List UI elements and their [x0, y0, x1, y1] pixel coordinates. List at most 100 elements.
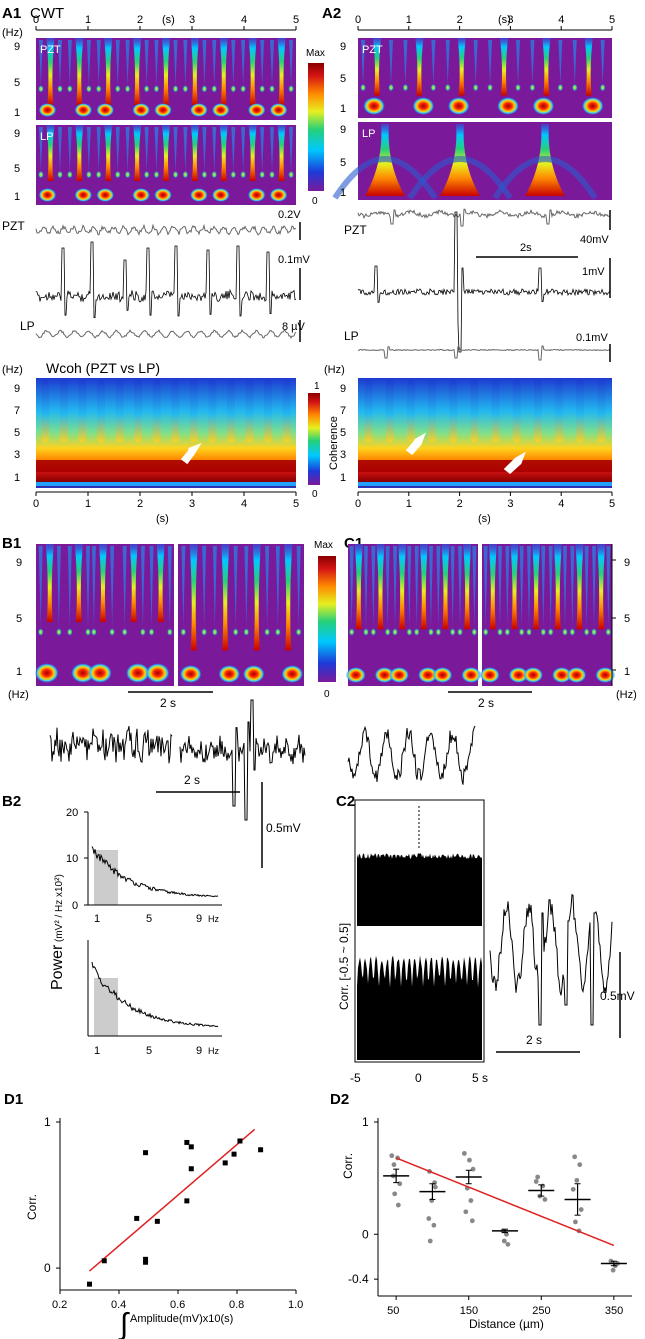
spectral-blob	[56, 84, 63, 93]
spectral-blob	[269, 170, 276, 179]
spectral-blob	[515, 83, 522, 92]
d1-fit-line	[89, 1128, 256, 1272]
a2-pzt-scale: 40mV	[580, 234, 609, 246]
spectral-flame	[75, 38, 84, 106]
spectral-ridge	[202, 546, 207, 630]
spectral-blob	[518, 628, 525, 637]
coherence-stripe	[555, 380, 564, 442]
d1-point	[154, 1218, 160, 1224]
panel-label-b2: B2	[2, 793, 21, 810]
spectral-ridge	[183, 127, 188, 173]
spectral-ridge	[385, 546, 390, 630]
b1-freq-axis: 9 5 1 (Hz)	[8, 557, 29, 701]
d2-point	[577, 1162, 583, 1168]
d2-point	[468, 1198, 474, 1203]
d2-point	[572, 1154, 578, 1160]
b1-freq-9: 9	[16, 557, 22, 569]
a2-bottom-time-label: 2	[457, 498, 463, 510]
a2-bottom-time-label: 1	[406, 498, 412, 510]
spectral-blob	[374, 667, 395, 683]
panel-label-d1: D1	[4, 1091, 23, 1108]
spectral-blob	[605, 628, 612, 637]
spectral-ridge	[527, 546, 532, 630]
spectral-blob	[595, 667, 616, 683]
spectral-ridge	[125, 40, 130, 88]
spectral-ridge	[592, 546, 597, 630]
spectral-blob	[259, 170, 266, 179]
spectral-blob	[95, 84, 102, 93]
b2-spectrum-top: 20 10 0 1 5 9 Hz	[66, 807, 222, 925]
wcoh-hz-label: (Hz)	[2, 364, 23, 376]
spectral-blob	[96, 188, 115, 202]
a1-top-time-label: 3	[189, 14, 195, 26]
spectral-flame	[129, 544, 138, 623]
a2-spike-trace	[357, 211, 611, 353]
spectral-flame	[542, 38, 551, 96]
spectral-ridge	[149, 546, 154, 630]
spectral-ridge	[270, 40, 275, 88]
spectral-ridge	[488, 40, 493, 86]
coherence-stripe	[491, 380, 500, 442]
coherence-band	[358, 460, 612, 472]
spectral-ridge	[389, 40, 394, 86]
spectral-blob	[413, 628, 420, 637]
spectral-blob	[427, 628, 434, 637]
spectral-ridge	[483, 546, 488, 630]
spectral-flame	[463, 544, 472, 630]
d2-point	[397, 1181, 403, 1187]
d2-fit-line	[395, 1157, 615, 1247]
d2-point	[542, 1197, 548, 1202]
spectral-blob	[523, 667, 544, 683]
d2-point	[610, 1267, 616, 1273]
a2-wcoh-freq-1: 1	[340, 472, 346, 484]
spectral-flame	[532, 544, 541, 630]
a1-wcoh-time-axis: 0 1 2 3 4 5 (s)	[33, 491, 299, 525]
a2-wcoh-hz-label: (Hz)	[324, 364, 345, 376]
a1-pzt-scale: 0.2V	[278, 209, 301, 221]
coherence-stripe	[533, 380, 542, 442]
spectral-blob	[388, 83, 395, 92]
spectral-ridge	[67, 40, 72, 88]
spectral-ridge	[505, 546, 510, 630]
a2-freq-1b: 1	[340, 187, 346, 199]
coherence-stripe	[428, 380, 437, 442]
coherence-low-band	[358, 482, 612, 486]
a1-bottom-time-label: 4	[241, 498, 247, 510]
a1-lp-scale: 8 µV	[282, 321, 306, 333]
spectral-ridge	[38, 40, 43, 88]
spectral-blob	[569, 628, 576, 637]
spectral-blob	[288, 170, 295, 179]
spectral-ridge	[600, 40, 605, 86]
spectral-blob	[583, 628, 590, 637]
spectral-blob	[201, 170, 208, 179]
spectral-blob	[172, 84, 179, 93]
a2-s-unit: (s)	[498, 14, 511, 26]
a1-trace-scale: 0.1mV	[278, 254, 310, 266]
coherence-stripe	[449, 380, 458, 442]
spectral-blob	[232, 628, 239, 637]
spectral-ridge	[86, 127, 91, 173]
spectral-ridge	[260, 127, 265, 173]
spectral-flame	[500, 38, 509, 96]
a2-top-time-label: 1	[406, 14, 412, 26]
spectral-flame	[74, 544, 83, 623]
spectral-flame	[190, 38, 199, 106]
a1-top-time-label: 0	[33, 14, 39, 26]
a2-top-time-label: 2	[457, 14, 463, 26]
spectral-flame	[376, 544, 385, 630]
spectral-blob	[269, 188, 288, 202]
a1-top-time-label: 2	[137, 14, 143, 26]
spectral-blob	[430, 83, 437, 92]
a1-pzt-trace-label: PZT	[2, 219, 25, 233]
b2-ytick-0: 0	[72, 900, 78, 912]
spectral-blob	[180, 628, 187, 637]
spectral-ridge	[472, 546, 477, 630]
coherence-stripe	[282, 380, 291, 442]
b1-hz-label: (Hz)	[8, 689, 29, 701]
spectral-blob	[561, 628, 568, 637]
spectral-ridge	[445, 40, 450, 86]
spectral-blob	[591, 628, 598, 637]
d2-point	[469, 1218, 475, 1224]
spectral-ridge	[173, 40, 178, 88]
a1-pzt-heat-label: PZT	[40, 44, 61, 56]
